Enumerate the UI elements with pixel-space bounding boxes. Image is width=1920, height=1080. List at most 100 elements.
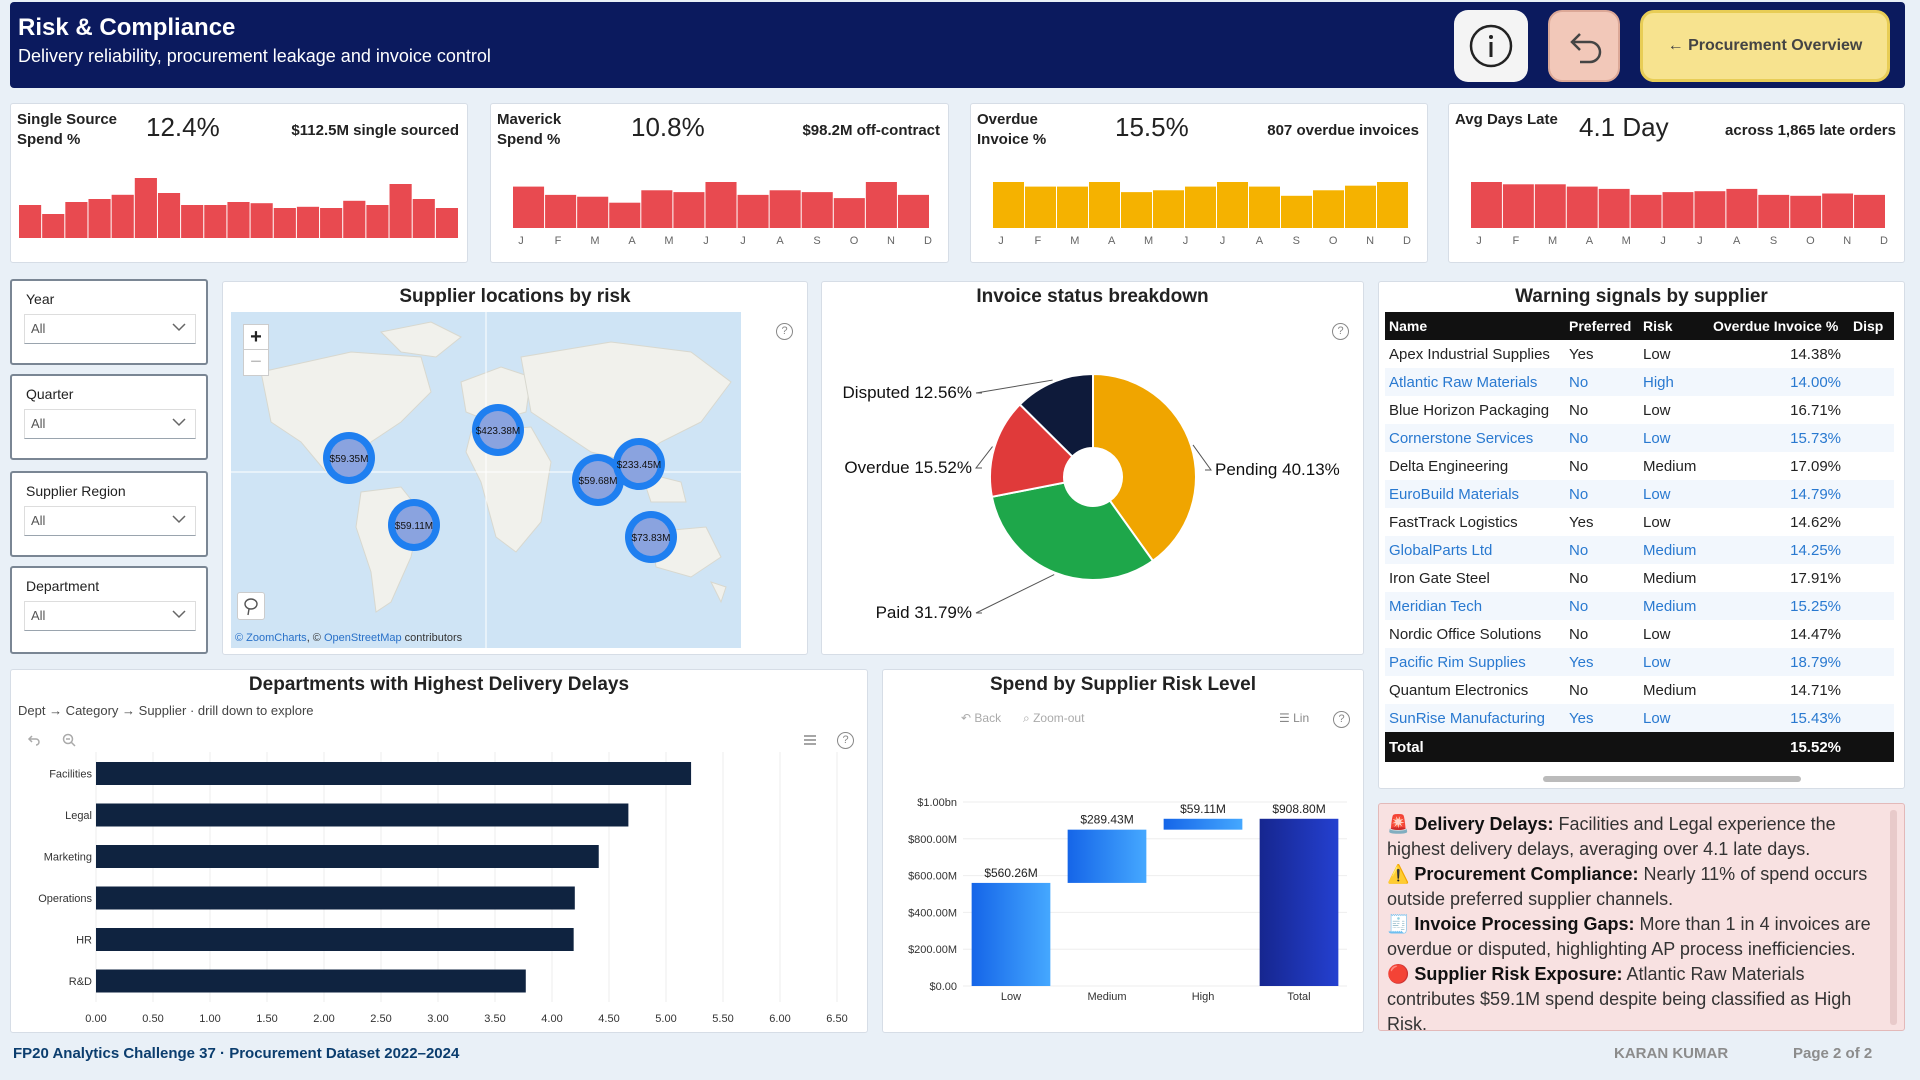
help-icon[interactable]: ? <box>1333 711 1350 728</box>
osm-link[interactable]: OpenStreetMap <box>323 632 402 644</box>
donut-label: Paid 31.79% <box>876 603 972 622</box>
year-dropdown[interactable]: All <box>24 314 196 344</box>
waterfall-bar[interactable] <box>1259 818 1339 986</box>
info-button[interactable] <box>1454 10 1528 82</box>
warning-table-wrap: Name Preferred Risk Overdue Invoice % Disp A… <box>1385 312 1894 762</box>
chevron-down-icon <box>172 610 186 619</box>
supplier-bubble[interactable]: $423.38M <box>472 404 524 456</box>
delay-bar[interactable] <box>96 803 629 827</box>
table-cell: Low <box>1643 401 1671 419</box>
table-row[interactable]: Blue Horizon Packaging No Low 16.71% <box>1385 396 1894 424</box>
table-cell: Low <box>1643 709 1671 727</box>
invoice-title: Invoice status breakdown <box>976 286 1209 307</box>
quarter-dropdown[interactable]: All <box>24 409 196 439</box>
table-row[interactable]: Apex Industrial Supplies Yes Low 14.38% <box>1385 340 1894 368</box>
chevron-down-icon <box>172 323 186 332</box>
zoom-out-button[interactable]: − <box>250 351 262 373</box>
bubble-label: $423.38M <box>476 426 520 437</box>
table-cell: Low <box>1643 625 1671 643</box>
table-row[interactable]: FastTrack Logistics Yes Low 14.62% <box>1385 508 1894 536</box>
scale-toggle[interactable]: ☰ Lin <box>1279 711 1310 725</box>
back-button[interactable] <box>1548 10 1620 82</box>
table-row[interactable]: Atlantic Raw Materials No High 14.00% <box>1385 368 1894 396</box>
donut-slice-paid[interactable] <box>990 481 1155 581</box>
table-cell: No <box>1569 373 1589 391</box>
supplier-bubble[interactable]: $59.35M <box>323 432 375 484</box>
horizontal-scrollbar[interactable] <box>1543 776 1801 782</box>
table-row[interactable]: GlobalParts Ltd No Medium 14.25% <box>1385 536 1894 564</box>
donut-slice-disputed[interactable] <box>1018 372 1094 458</box>
back-control[interactable]: ↶ Back <box>961 711 1002 725</box>
table-row[interactable]: Pacific Rim Supplies Yes Low 18.79% <box>1385 648 1894 676</box>
map-canvas[interactable]: $59.35M $423.38M $59.11M $59.68M $233.45M $73… <box>231 312 741 648</box>
supplier-bubble[interactable]: $233.45M <box>613 438 665 490</box>
table-row[interactable]: Cornerstone Services No Low 15.73% <box>1385 424 1894 452</box>
supplier-bubble[interactable]: $59.11M <box>388 499 440 551</box>
zoom-out-icon[interactable] <box>61 732 77 748</box>
donut-slice-pending[interactable] <box>1092 372 1197 563</box>
column-header[interactable]: Overdue Invoice % <box>1709 312 1849 340</box>
column-header[interactable]: Name <box>1385 312 1565 340</box>
delay-bar[interactable] <box>96 886 575 910</box>
drill-up-icon[interactable] <box>25 732 41 748</box>
table-cell: No <box>1569 401 1589 419</box>
spark-bar <box>801 192 833 228</box>
table-row[interactable]: SunRise Manufacturing Yes Low 15.43% <box>1385 704 1894 732</box>
spark-bar <box>111 194 134 238</box>
help-icon[interactable]: ? <box>776 323 793 340</box>
table-cell: No <box>1569 457 1589 475</box>
list-icon: ☰ <box>1279 711 1290 725</box>
leader-line <box>975 379 1053 394</box>
table-row[interactable]: Quantum Electronics No Medium 14.71% <box>1385 676 1894 704</box>
spark-bar <box>412 199 435 238</box>
month-label: F <box>555 235 562 247</box>
table-cell: 14.00% <box>1790 373 1841 391</box>
bubble-label: $59.11M <box>395 521 433 532</box>
zoom-in-button[interactable]: + <box>244 325 268 350</box>
delay-bar[interactable] <box>96 762 692 785</box>
month-label: D <box>1880 235 1888 247</box>
supplier-region-dropdown[interactable]: All <box>24 506 196 536</box>
table-row[interactable]: EuroBuild Materials No Low 14.79% <box>1385 480 1894 508</box>
column-header[interactable]: Preferred <box>1565 312 1639 340</box>
waterfall-bar[interactable] <box>1163 818 1243 830</box>
zoomcharts-link[interactable]: © ZoomCharts <box>235 632 307 644</box>
zoom-out-control[interactable]: ⌕ Zoom-out <box>1023 711 1085 725</box>
month-label: M <box>590 235 599 247</box>
insight-icon: 🚨 <box>1387 814 1415 834</box>
insight-text: More than 1 in 4 invoices are overdue or… <box>1387 914 1871 959</box>
y-tick-label: R&D <box>69 976 92 988</box>
lasso-button[interactable] <box>237 592 265 620</box>
insights-scrollbar[interactable] <box>1890 810 1897 1025</box>
table-cell <box>1849 564 1894 592</box>
table-row[interactable]: Delta Engineering No Medium 17.09% <box>1385 452 1894 480</box>
table-row[interactable]: Iron Gate Steel No Medium 17.91% <box>1385 564 1894 592</box>
column-header[interactable]: Risk <box>1639 312 1709 340</box>
table-row[interactable]: Nordic Office Solutions No Low 14.47% <box>1385 620 1894 648</box>
table-cell: Cornerstone Services <box>1389 429 1534 447</box>
column-header[interactable]: Disp <box>1849 312 1894 340</box>
help-icon[interactable]: ? <box>837 732 854 749</box>
spark-bar <box>1217 182 1248 228</box>
waterfall-bar[interactable] <box>971 882 1051 986</box>
supplier-bubble[interactable]: $59.68M <box>572 454 624 506</box>
waterfall-bar[interactable] <box>1067 829 1147 883</box>
procurement-overview-button[interactable]: ← Procurement Overview <box>1640 10 1890 82</box>
slicer-label: Year <box>26 291 55 307</box>
footer-page: Page 2 of 2 <box>1793 1045 1873 1062</box>
list-icon[interactable] <box>802 732 818 748</box>
supplier-bubble[interactable]: $73.83M <box>625 511 677 563</box>
bubble-label: $59.35M <box>330 454 369 465</box>
delay-bar[interactable] <box>96 928 574 951</box>
delay-bar[interactable] <box>96 969 526 993</box>
delay-bar[interactable] <box>96 845 599 868</box>
table-cell: No <box>1569 625 1589 643</box>
table-cell: 14.38% <box>1790 345 1841 363</box>
donut-slice-overdue[interactable] <box>989 403 1074 498</box>
department-dropdown[interactable]: All <box>24 601 196 631</box>
table-cell: Pacific Rim Supplies <box>1389 653 1526 671</box>
help-icon[interactable]: ? <box>1332 323 1349 340</box>
y-tick-label: Facilities <box>49 769 92 781</box>
table-row[interactable]: Meridian Tech No Medium 15.25% <box>1385 592 1894 620</box>
y-tick-label: $800.00M <box>908 834 957 846</box>
